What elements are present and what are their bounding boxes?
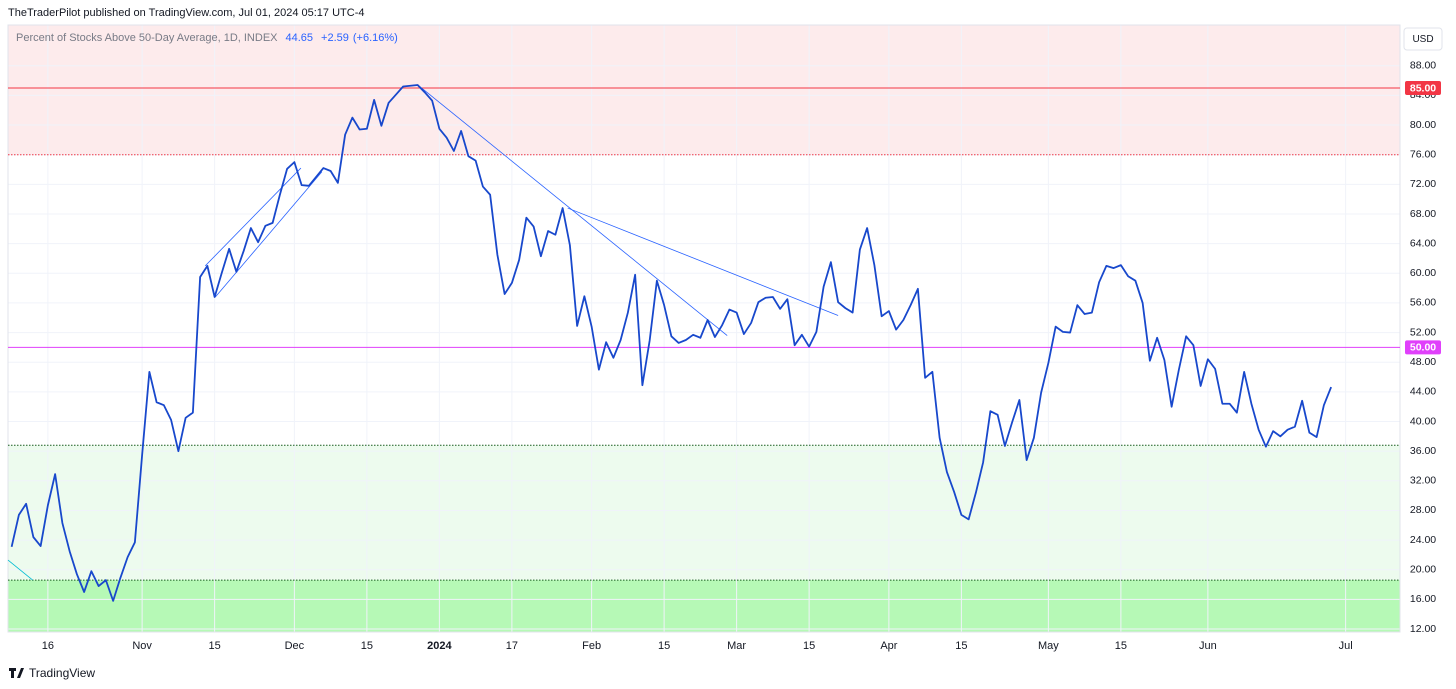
y-tick-label: 72.00 [1410,178,1436,190]
zone [8,445,1400,581]
trendline [419,86,728,336]
y-tick-label: 32.00 [1410,475,1436,487]
x-tick-label: 15 [209,640,221,652]
y-tick-label: 88.00 [1410,60,1436,72]
price-label: 50.00 [1410,342,1436,354]
y-tick-label: 24.00 [1410,534,1436,546]
x-tick-label: Nov [132,640,152,652]
footer-logo: TradingView [9,666,95,680]
zones [8,25,1400,632]
x-tick-label: 15 [955,640,967,652]
x-tick-label: 15 [1115,640,1127,652]
zone [8,580,1400,632]
y-tick-label: 36.00 [1410,445,1436,457]
y-tick-label: 64.00 [1410,237,1436,249]
x-tick-label: 2024 [427,640,452,652]
legend-title: Percent of Stocks Above 50-Day Average, … [16,32,278,44]
x-tick-label: 16 [42,640,54,652]
y-tick-label: 44.00 [1410,386,1436,398]
series-line [10,84,1332,602]
legend-change: +2.59 [321,32,349,44]
brand: TradingView [29,666,95,680]
x-tick-label: 15 [361,640,373,652]
y-tick-label: 60.00 [1410,267,1436,279]
x-tick-label: 17 [506,640,518,652]
x-tick-label: 15 [803,640,815,652]
y-tick-label: 16.00 [1410,593,1436,605]
plot-frame [7,24,1401,633]
y-tick-label: 20.00 [1410,564,1436,576]
x-tick-label: Jun [1199,640,1217,652]
y-tick-label: 48.00 [1410,356,1436,368]
zone [8,25,1400,155]
x-tick-label: Mar [727,640,746,652]
trendline [7,559,33,581]
currency[interactable]: USD [1412,34,1433,45]
y-tick-label: 76.00 [1410,148,1436,160]
legend-last: 44.65 [286,32,314,44]
y-tick-label: 52.00 [1410,326,1436,338]
x-tick-label: May [1038,640,1059,652]
x-tick-label: Jul [1339,640,1353,652]
y-tick-label: 80.00 [1410,119,1436,131]
price-label: 85.00 [1410,82,1436,94]
currency-box[interactable] [1403,27,1443,51]
price-label-box [1405,340,1441,355]
trendline [204,167,302,267]
trendline [215,171,323,298]
legend-change-pct: (+6.16%) [353,32,398,44]
x-tick-label: Apr [880,640,897,652]
y-tick-label: 68.00 [1410,208,1436,220]
logo-icon [9,668,24,678]
grid [8,25,1400,632]
legend: Percent of Stocks Above 50-Day Average, … [16,32,398,44]
y-tick-label: 28.00 [1410,504,1436,516]
x-tick-label: Dec [285,640,305,652]
x-tick-label: Feb [582,640,601,652]
x-tick-label: 15 [658,640,670,652]
y-tick-label: 40.00 [1410,415,1436,427]
publish-header: TheTraderPilot published on TradingView.… [8,7,364,19]
y-tick-label: 12.00 [1410,623,1436,635]
price-label-box [1405,80,1441,95]
y-tick-label: 56.00 [1410,297,1436,309]
trendline [567,207,839,316]
